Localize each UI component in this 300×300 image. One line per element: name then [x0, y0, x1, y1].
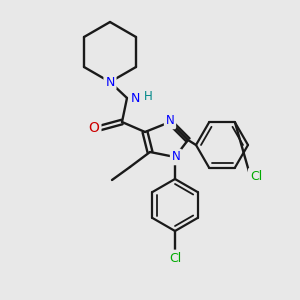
- Text: Cl: Cl: [250, 169, 262, 182]
- Text: H: H: [144, 91, 153, 103]
- Text: N: N: [105, 76, 115, 88]
- Text: N: N: [130, 92, 140, 104]
- Text: N: N: [172, 151, 180, 164]
- Text: O: O: [88, 121, 99, 135]
- Text: N: N: [166, 115, 174, 128]
- Text: Cl: Cl: [169, 251, 181, 265]
